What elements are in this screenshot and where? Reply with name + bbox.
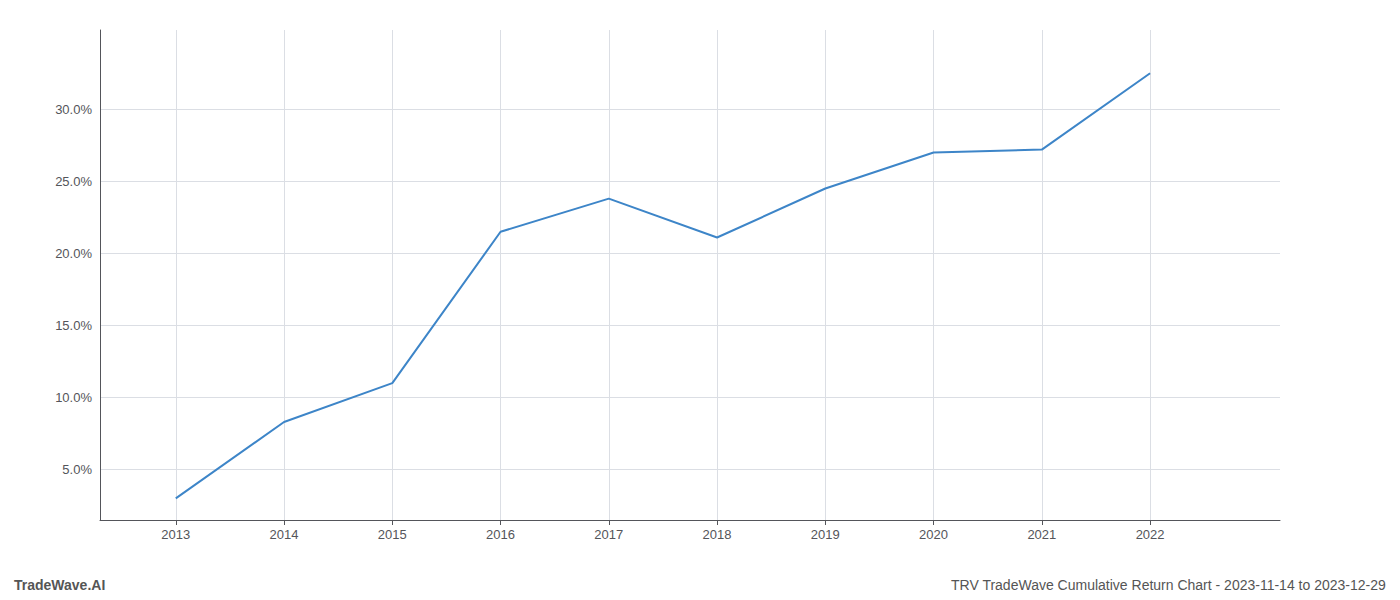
svg-text:2016: 2016 [486,527,515,542]
svg-text:5.0%: 5.0% [62,462,92,477]
svg-text:2021: 2021 [1027,527,1056,542]
svg-text:30.0%: 30.0% [55,102,92,117]
svg-text:2018: 2018 [703,527,732,542]
svg-text:25.0%: 25.0% [55,174,92,189]
svg-text:2019: 2019 [811,527,840,542]
svg-text:2015: 2015 [378,527,407,542]
svg-text:2020: 2020 [919,527,948,542]
svg-text:2013: 2013 [161,527,190,542]
svg-text:10.0%: 10.0% [55,390,92,405]
svg-text:15.0%: 15.0% [55,318,92,333]
svg-text:TradeWave.AI: TradeWave.AI [14,577,105,593]
svg-text:2014: 2014 [270,527,299,542]
svg-text:20.0%: 20.0% [55,246,92,261]
svg-text:TRV TradeWave Cumulative Retur: TRV TradeWave Cumulative Return Chart - … [951,577,1386,593]
svg-text:2022: 2022 [1136,527,1165,542]
svg-text:2017: 2017 [594,527,623,542]
